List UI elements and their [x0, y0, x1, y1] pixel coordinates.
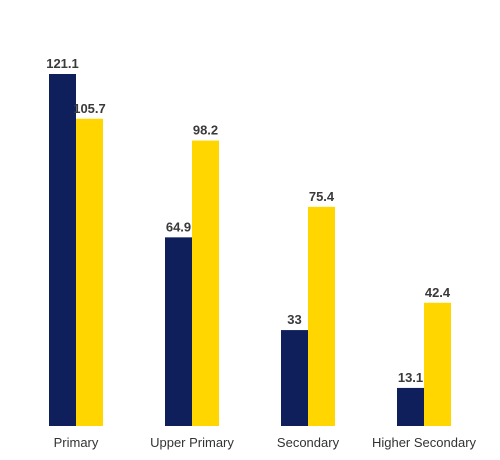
- value-label: 42.4: [425, 285, 451, 300]
- bar-navy-higher-secondary: [397, 387, 424, 426]
- category-label: Secondary: [277, 435, 340, 450]
- bar-navy-primary: [49, 74, 76, 426]
- bar-yellow-primary: [76, 118, 103, 427]
- value-label: 75.4: [309, 189, 335, 204]
- value-label: 105.7: [73, 101, 106, 116]
- category-label: Higher Secondary: [372, 435, 477, 450]
- category-labels-group: Primary Upper Primary Secondary Higher Seco…: [54, 435, 477, 450]
- value-label: 13.1: [398, 370, 423, 385]
- category-label: Primary: [54, 435, 99, 450]
- value-label: 121.1: [46, 56, 79, 71]
- bar-yellow-higher-secondary: [424, 302, 451, 426]
- bar-navy-secondary: [281, 330, 308, 426]
- bar-yellow-upper-primary: [192, 140, 219, 426]
- value-labels-group: 121.1 105.7 64.9 98.2 33 75.4 13.1 42.4: [46, 56, 451, 385]
- category-label: Upper Primary: [150, 435, 234, 450]
- value-label: 64.9: [166, 219, 191, 234]
- value-label: 98.2: [193, 123, 218, 138]
- bar-navy-upper-primary: [165, 237, 192, 426]
- value-label: 33: [287, 312, 301, 327]
- bars-group: [49, 74, 451, 427]
- bar-yellow-secondary: [308, 206, 335, 426]
